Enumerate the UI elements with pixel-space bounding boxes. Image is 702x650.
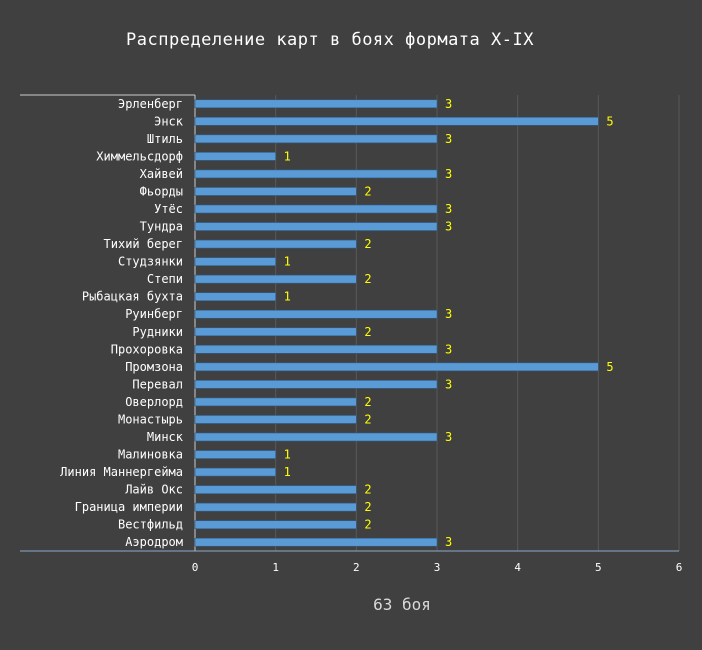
category-label: Оверлорд <box>125 395 183 409</box>
bar <box>194 239 357 249</box>
bar <box>194 169 438 179</box>
category-label: Минск <box>147 430 184 444</box>
bar <box>194 327 357 337</box>
category-label: Тихий берег <box>104 237 183 251</box>
x-tick-label: 1 <box>272 561 279 574</box>
category-label: Фьорды <box>140 184 183 198</box>
data-label: 2 <box>364 395 371 409</box>
data-label: 3 <box>445 535 452 549</box>
bar <box>194 415 357 424</box>
category-label: Тундра <box>140 220 183 234</box>
bar <box>194 485 357 494</box>
data-label: 2 <box>364 237 371 251</box>
bar <box>194 345 438 354</box>
bar <box>194 99 438 109</box>
category-label: Рудники <box>132 325 183 339</box>
category-label: Малиновка <box>118 448 183 462</box>
bar <box>194 450 276 459</box>
category-label: Промзона <box>125 360 183 374</box>
bar <box>194 134 438 144</box>
data-label: 2 <box>364 184 371 198</box>
x-tick-label: 4 <box>514 561 521 574</box>
bar <box>194 222 438 231</box>
category-label: Аэродром <box>125 535 183 549</box>
x-tick-label: 3 <box>434 561 441 574</box>
data-label: 2 <box>364 325 371 339</box>
x-tick-label: 5 <box>595 561 602 574</box>
bar <box>194 537 438 547</box>
category-label: Утёс <box>154 202 183 216</box>
data-label: 3 <box>445 220 452 234</box>
category-label: Рыбацкая бухта <box>82 290 183 304</box>
bar <box>194 187 357 196</box>
bar <box>194 362 599 372</box>
data-label: 5 <box>606 114 613 128</box>
category-label: Руинберг <box>125 307 183 321</box>
bar <box>194 502 357 512</box>
data-label: 1 <box>284 290 291 304</box>
data-label: 2 <box>364 412 371 426</box>
category-label: Вестфильд <box>118 518 183 532</box>
data-label: 3 <box>445 167 452 181</box>
bar <box>194 309 438 319</box>
category-label: Перевал <box>132 377 183 391</box>
chart-title: Распределение карт в боях формата X-IX <box>126 30 534 50</box>
data-label: 1 <box>284 448 291 462</box>
data-label: 5 <box>606 360 613 374</box>
x-axis-title: 63 боя <box>373 595 431 614</box>
category-label: Студзянки <box>118 255 183 269</box>
category-label: Эрленберг <box>118 97 183 111</box>
data-label: 1 <box>284 255 291 269</box>
bar <box>194 152 276 161</box>
data-label: 1 <box>284 149 291 163</box>
category-label: Лайв Окс <box>125 483 183 497</box>
data-label: 1 <box>284 465 291 479</box>
bar <box>194 204 438 214</box>
category-label: Штиль <box>147 132 183 146</box>
data-label: 3 <box>445 132 452 146</box>
category-label: Граница империи <box>75 500 183 514</box>
data-label: 3 <box>445 377 452 391</box>
bar <box>194 467 276 477</box>
data-label: 3 <box>445 342 452 356</box>
data-label: 3 <box>445 97 452 111</box>
data-label: 2 <box>364 518 371 532</box>
bar <box>194 117 599 126</box>
data-label: 3 <box>445 202 452 216</box>
x-tick-label: 2 <box>353 561 360 574</box>
bar <box>194 432 438 442</box>
data-label: 3 <box>445 307 452 321</box>
bar <box>194 520 357 529</box>
category-label: Хайвей <box>140 167 183 181</box>
data-label: 3 <box>445 430 452 444</box>
bar <box>194 380 438 389</box>
bar <box>194 292 276 301</box>
bar <box>194 257 276 266</box>
category-label: Прохоровка <box>111 342 183 356</box>
data-label: 2 <box>364 272 371 286</box>
bar <box>194 397 357 407</box>
x-tick-label: 6 <box>676 561 683 574</box>
category-label: Энск <box>154 114 184 128</box>
category-label: Линия Маннергейма <box>60 465 183 479</box>
category-label: Монастырь <box>118 412 183 426</box>
data-label: 2 <box>364 483 371 497</box>
x-tick-label: 0 <box>192 561 199 574</box>
category-label: Степи <box>147 272 183 286</box>
category-label: Химмельсдорф <box>96 149 183 163</box>
data-label: 2 <box>364 500 371 514</box>
bar <box>194 274 357 284</box>
